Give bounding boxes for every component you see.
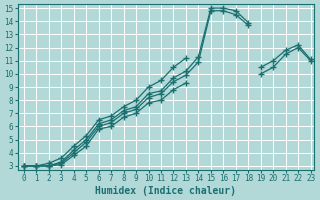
X-axis label: Humidex (Indice chaleur): Humidex (Indice chaleur) (95, 186, 236, 196)
